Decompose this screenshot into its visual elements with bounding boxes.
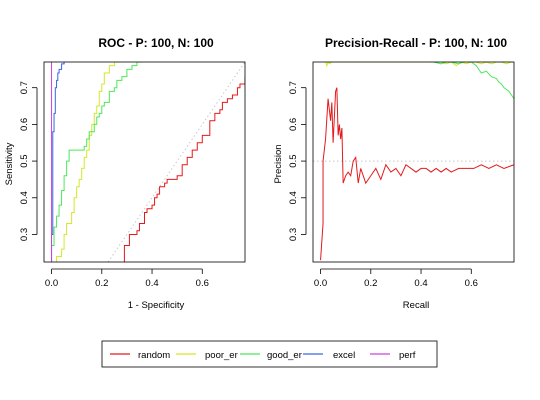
roc-y-tick-label: 0.3: [19, 228, 30, 241]
pr-x-axis-label: Recall: [403, 300, 429, 311]
pr-panel: Precision-Recall - P: 100, N: 100 Recall…: [273, 36, 515, 311]
roc-y-tick-label: 0.5: [19, 154, 30, 167]
legend-item-good-er: good_er: [240, 350, 302, 361]
roc-plot-frame: [43, 61, 246, 263]
roc-x-tick-label: 0.4: [145, 278, 158, 289]
pr-title: Precision-Recall - P: 100, N: 100: [325, 36, 507, 50]
pr-x-tick-label: 0.4: [414, 278, 427, 289]
roc-panel: ROC - P: 100, N: 100 1 - Specificity Sen…: [4, 36, 246, 311]
legend-label-excel: excel: [333, 350, 355, 361]
legend-item-random: random: [110, 350, 170, 361]
roc-y-tick-label: 0.6: [19, 118, 30, 131]
legend-label-good-er: good_er: [267, 350, 302, 361]
legend-label-perf: perf: [399, 350, 416, 361]
roc-y-axis-label: Sensitivity: [4, 142, 15, 185]
pr-y-tick-label: 0.7: [288, 81, 299, 94]
pr-y-tick-label: 0.5: [288, 154, 299, 167]
pr-series-random-line: [320, 87, 514, 261]
legend: random poor_er good_er excel perf: [101, 340, 438, 368]
legend-label-poor-er: poor_er: [205, 350, 238, 361]
roc-x-tick-label: 0.2: [95, 278, 108, 289]
pr-data-layer: [313, 62, 514, 261]
pr-x-tick-label: 0.2: [364, 278, 377, 289]
roc-x-tick-label: 0.6: [196, 278, 209, 289]
roc-series-random-line: [123, 76, 245, 262]
legend-item-excel: excel: [303, 350, 355, 361]
pr-plot-frame: [312, 61, 515, 263]
roc-data-layer: [51, 62, 245, 262]
pr-x-tick-label: 0.6: [465, 278, 478, 289]
pr-y-tick-label: 0.3: [288, 228, 299, 241]
roc-series-good-er-line: [51, 62, 142, 262]
legend-label-random: random: [138, 350, 170, 361]
pr-plot-area: 0.0 0.2 0.4 0.6 0.3 0.4 0.5 0.6 0.7: [288, 61, 515, 289]
roc-plot-area: 0.0 0.2 0.4 0.6 0.3 0.4 0.5 0.6 0.7: [19, 61, 246, 289]
roc-y-tick-label: 0.7: [19, 81, 30, 94]
roc-x-axis-label: 1 - Specificity: [128, 300, 185, 311]
roc-series-poor-er-line: [56, 62, 120, 262]
legend-item-perf: perf: [370, 350, 416, 361]
pr-x-tick-label: 0.0: [314, 278, 327, 289]
pr-series-good-er-line: [428, 62, 514, 99]
roc-series-excel-line: [51, 62, 65, 262]
pr-y-axis-label: Precision: [273, 144, 284, 183]
legend-item-poor-er: poor_er: [176, 350, 238, 361]
pr-y-tick-label: 0.6: [288, 118, 299, 131]
pr-y-tick-label: 0.4: [288, 191, 299, 204]
roc-y-tick-label: 0.4: [19, 191, 30, 204]
roc-title: ROC - P: 100, N: 100: [98, 36, 214, 50]
roc-x-tick-label: 0.0: [45, 278, 58, 289]
pr-series-poor-er-line: [325, 62, 514, 68]
